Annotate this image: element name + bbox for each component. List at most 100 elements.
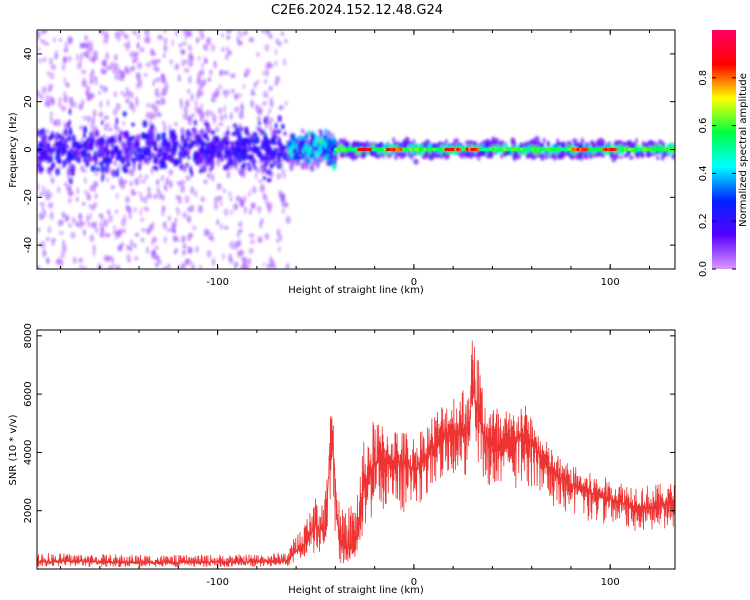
spectrogram-cell	[234, 150, 239, 159]
spectrogram-cell	[163, 44, 168, 53]
spectrogram-cell	[151, 51, 156, 57]
spectrogram-cell	[55, 140, 61, 148]
spectrogram-core-cell	[569, 147, 573, 152]
spectrogram-cell	[37, 264, 41, 269]
spectrogram-cell	[176, 237, 180, 243]
spectrogram-cell	[51, 239, 55, 247]
spectrogram-cell	[512, 151, 518, 157]
spectrogram-core-cell	[583, 147, 587, 152]
spectrogram-cell	[126, 206, 131, 213]
spectrogram-cell	[120, 157, 126, 165]
spectrogram-core-cell	[395, 147, 399, 152]
spectrogram-cell	[249, 239, 256, 245]
spectrogram-cell	[146, 193, 153, 199]
spectrogram-cell	[229, 196, 233, 202]
spectrogram-cell	[294, 138, 298, 147]
spectrogram-cell	[326, 130, 332, 137]
spectrogram-cell	[123, 214, 127, 222]
spectrogram-cell	[184, 59, 188, 65]
spectrogram-cell	[156, 153, 161, 159]
spectrogram-cell	[71, 216, 76, 224]
spectrogram-cell	[267, 61, 272, 69]
spectrogram-cell	[334, 152, 338, 157]
spectrogram-core-cell	[552, 147, 557, 152]
spectrogram-cell	[43, 30, 48, 34]
spectrogram-cell	[170, 221, 177, 229]
spectrogram-cell	[162, 266, 167, 269]
spectrogram-core-cell	[510, 147, 514, 152]
spectrogram-cell	[45, 192, 51, 201]
spectrogram-cell	[145, 133, 149, 140]
spectrogram-cell	[280, 123, 285, 130]
spectrogram-cell	[510, 137, 516, 146]
spectrogram-cell	[42, 249, 47, 258]
spectrogram-cell	[94, 171, 99, 177]
spectrogram-cell	[259, 184, 265, 193]
spectrogram-cell	[50, 147, 56, 153]
spectrogram-cell	[258, 237, 263, 243]
spectrogram-cell	[259, 169, 266, 175]
spectrogram-cell	[265, 30, 271, 36]
spectrogram-cell	[101, 68, 107, 75]
spectrogram-core-cell	[498, 147, 502, 152]
spectrogram-cell	[264, 124, 268, 129]
spectrogram-cell	[131, 122, 135, 127]
spectrogram-cell	[126, 155, 130, 164]
spectrogram-cell	[162, 152, 168, 160]
spectrogram-cell	[206, 136, 210, 142]
spectrogram-cell	[161, 140, 165, 148]
spectrogram-cell	[556, 138, 560, 144]
spectrogram-cell	[163, 235, 167, 244]
spectrogram-cell	[561, 141, 566, 150]
spectrogram-cell	[282, 58, 287, 67]
spectrogram-cell	[226, 171, 231, 179]
spectrogram-cell	[132, 30, 137, 35]
spectrogram-cell	[70, 231, 76, 239]
spectrogram-cell	[226, 163, 231, 168]
spectrogram-cell	[209, 110, 214, 116]
spectrogram-core-cell	[392, 147, 396, 152]
spectrogram-cell	[145, 246, 149, 254]
spectrogram-cell	[162, 77, 167, 84]
spectrogram-y-axis-label: Frequency (Hz)	[8, 112, 19, 188]
spectrogram-core-cell	[369, 147, 373, 152]
spectrogram-cell	[178, 143, 182, 150]
spectrogram-cell	[101, 58, 107, 67]
spectrogram-cell	[115, 156, 119, 161]
spectrogram-cell	[542, 137, 546, 144]
spectrogram-cell	[297, 135, 303, 141]
spectrogram-cell	[126, 253, 131, 260]
spectrogram-cell	[118, 163, 121, 171]
spectrogram-core-cell	[475, 147, 479, 152]
spectrogram-cell	[269, 124, 273, 132]
spectrogram-cell	[115, 171, 119, 178]
spectrogram-cell	[248, 208, 252, 216]
spectrogram-cell	[187, 88, 191, 94]
spectrogram-cell	[197, 70, 202, 80]
spectrogram-cell	[173, 249, 177, 255]
spectrogram-cell	[73, 101, 77, 109]
spectrogram-cell	[277, 136, 281, 145]
spectrogram-cell	[158, 142, 162, 149]
spectrogram-cell	[61, 105, 67, 112]
spectrogram-core-cell	[383, 147, 387, 152]
spectrogram-cell	[459, 150, 465, 159]
spectrogram-cell	[354, 153, 360, 159]
spectrogram-core-cell	[508, 147, 512, 152]
spectrogram-cell	[53, 120, 57, 127]
spectrogram-cell	[615, 151, 619, 160]
spectrogram-cell	[117, 36, 121, 42]
spectrogram-cell	[102, 218, 109, 227]
spectrogram-cell	[196, 129, 201, 135]
spectrogram-cell	[272, 157, 276, 166]
spectrogram-core-cell	[364, 147, 368, 152]
spectrogram-core-cell	[656, 147, 660, 152]
spectrogram-cell	[651, 140, 655, 148]
spectrogram-cell	[206, 37, 211, 46]
spectrogram-panel: -100 0 100 -40 -20 0 20 40 Height of straight …	[8, 29, 676, 296]
spectrogram-cell	[263, 161, 269, 167]
spectrogram-cell	[108, 158, 113, 165]
spectrogram-cell	[237, 133, 242, 139]
spectrogram-cell	[88, 92, 95, 99]
spectrogram-cell	[208, 166, 213, 173]
